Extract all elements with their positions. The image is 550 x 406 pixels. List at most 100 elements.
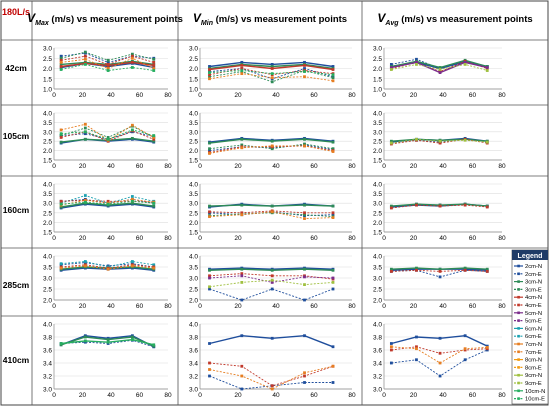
legend-marker-8cm-E	[517, 366, 520, 369]
x-tick-label: 80	[348, 163, 356, 170]
data-point-10cm-E	[106, 137, 110, 141]
x-tick-label: 0	[198, 392, 202, 399]
data-point-10cm-E	[59, 68, 63, 71]
y-tick-label: 3.0	[43, 46, 52, 53]
legend-label-3cm-N: 3cm-N	[525, 280, 542, 286]
y-tick-label: 3.2	[43, 374, 52, 381]
x-tick-label: 40	[439, 235, 447, 242]
x-tick-label: 0	[52, 92, 56, 99]
y-tick-label: 2.5	[189, 56, 198, 63]
data-point-3cm-N	[438, 66, 442, 69]
data-point-2cm-E	[270, 287, 274, 291]
data-point-4cm-E	[438, 351, 442, 355]
y-tick-label: 3.5	[189, 265, 198, 272]
data-point-2cm-N	[463, 334, 467, 338]
x-tick-label: 40	[107, 92, 115, 99]
data-point-2cm-E	[438, 275, 442, 279]
x-tick-label: 0	[198, 92, 202, 99]
data-point-4cm-N	[59, 65, 63, 68]
data-point-9cm-E	[485, 69, 489, 72]
data-point-3cm-N	[270, 268, 274, 272]
data-point-3cm-E	[240, 143, 244, 147]
x-tick-label: 60	[310, 92, 318, 99]
series-line-4cm-E	[209, 210, 333, 214]
y-tick-label: 3.0	[43, 201, 52, 208]
data-point-4cm-E	[106, 63, 110, 66]
y-tick-label: 2.0	[43, 298, 52, 305]
y-tick-label: 2.0	[373, 148, 382, 155]
data-point-3cm-N	[303, 137, 306, 141]
x-tick-label: 0	[52, 163, 56, 170]
data-point-7cm-E	[130, 264, 134, 268]
data-point-3cm-N	[415, 266, 418, 270]
legend-marker-7cm-E	[517, 350, 520, 354]
data-point-6cm-E	[130, 260, 134, 263]
data-point-4cm-E	[389, 348, 393, 352]
data-point-3cm-N	[83, 137, 87, 141]
x-tick-label: 20	[410, 235, 418, 242]
legend-label-5cm-E: 5cm-E	[525, 319, 542, 325]
x-tick-label: 80	[498, 392, 506, 399]
x-tick-label: 20	[410, 392, 418, 399]
data-point-7cm-E	[106, 67, 110, 70]
data-point-7cm-E	[59, 128, 63, 132]
data-point-2cm-N	[331, 345, 335, 349]
data-point-4cm-E	[152, 60, 156, 64]
series-line-7cm-E	[209, 211, 334, 220]
panel-160cm-VAvg: 1.5 2.0 2.5 3.0 3.5 4.0 0 20 40 60 80	[373, 182, 506, 243]
data-point-10cm-N	[59, 342, 63, 345]
x-tick-label: 60	[136, 303, 144, 310]
x-tick-label: 80	[498, 92, 506, 99]
series-line-7cm-E	[209, 365, 334, 390]
y-tick-label: 3.5	[43, 120, 52, 127]
legend-label-8cm-E: 8cm-E	[525, 365, 542, 371]
data-point-7cm-E	[270, 387, 274, 391]
data-point-3cm-N	[208, 141, 211, 145]
y-tick-label: 2.5	[189, 287, 198, 294]
x-tick-label: 80	[164, 392, 172, 399]
data-point-3cm-N	[270, 139, 274, 143]
data-point-4cm-E	[463, 268, 467, 272]
y-tick-label: 3.5	[373, 120, 382, 127]
data-point-4cm-E	[389, 206, 393, 210]
data-point-3cm-E	[303, 142, 306, 146]
y-tick-label: 1.5	[189, 230, 198, 237]
row-label-105cm: 105cm	[3, 131, 30, 141]
data-point-4cm-E	[438, 270, 442, 273]
y-tick-label: 3.0	[189, 129, 198, 136]
y-tick-label: 4.0	[373, 182, 382, 189]
x-tick-label: 0	[52, 235, 56, 242]
data-point-10cm-E	[331, 73, 335, 77]
data-point-3cm-E	[130, 52, 134, 56]
x-tick-label: 60	[469, 92, 477, 99]
panel-42cm-VMin: 1.0 1.5 2.0 2.5 3.0 0 20 40 60 80	[189, 46, 356, 100]
data-point-5cm-N	[438, 71, 442, 74]
y-tick-label: 4.0	[189, 182, 198, 189]
y-tick-label: 3.0	[373, 201, 382, 208]
data-point-2cm-E	[331, 213, 335, 217]
x-tick-label: 60	[469, 235, 477, 242]
data-point-10cm-E	[152, 134, 156, 137]
x-tick-label: 80	[348, 303, 356, 310]
y-tick-label: 3.0	[189, 46, 198, 53]
x-tick-label: 0	[382, 235, 386, 242]
data-point-10cm-E	[106, 69, 110, 72]
data-point-10cm-E	[59, 202, 63, 206]
legend-marker-8cm-N	[517, 358, 520, 361]
data-point-7cm-E	[240, 374, 244, 378]
data-point-2cm-N	[240, 334, 244, 338]
data-point-2cm-E	[415, 57, 418, 61]
legend-marker-6cm-N	[517, 327, 520, 330]
legend-label-3cm-E: 3cm-E	[525, 287, 542, 293]
x-tick-label: 0	[198, 303, 202, 310]
data-point-3cm-N	[59, 140, 63, 144]
y-tick-label: 4.0	[43, 111, 52, 118]
data-point-3cm-E	[208, 147, 211, 151]
y-tick-label: 3.0	[373, 129, 382, 136]
x-tick-label: 80	[498, 163, 506, 170]
x-tick-label: 40	[439, 163, 447, 170]
y-tick-label: 2.0	[373, 220, 382, 227]
data-point-10cm-E	[106, 202, 110, 206]
